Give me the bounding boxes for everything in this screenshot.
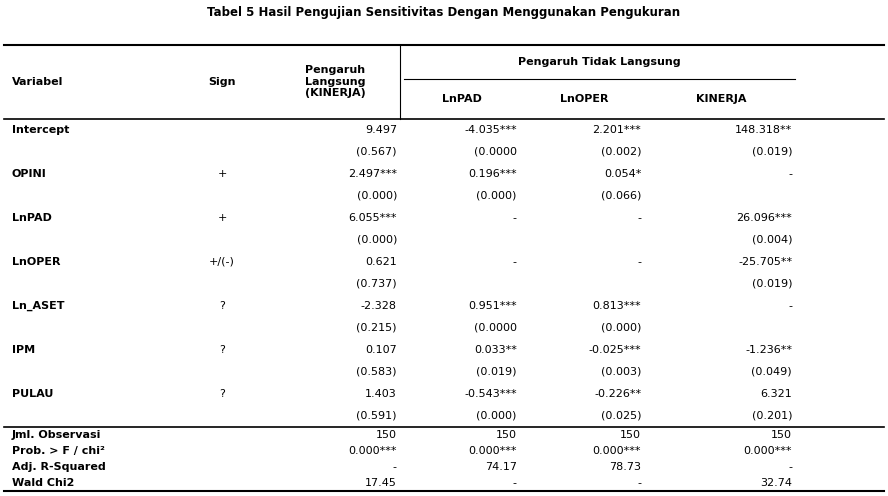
Text: 150: 150 (620, 430, 641, 439)
Text: (0.002): (0.002) (600, 147, 641, 157)
Text: -: - (512, 213, 517, 223)
Text: 0.000***: 0.000*** (348, 446, 397, 456)
Text: KINERJA: KINERJA (696, 94, 747, 104)
Text: (0.737): (0.737) (356, 279, 397, 289)
Text: 0.196***: 0.196*** (468, 169, 517, 179)
Text: -: - (637, 213, 641, 223)
Text: PULAU: PULAU (12, 388, 53, 399)
Text: 0.033**: 0.033** (474, 345, 517, 355)
Text: -: - (637, 478, 641, 488)
Text: 2.497***: 2.497*** (348, 169, 397, 179)
Text: (0.000): (0.000) (357, 235, 397, 245)
Text: 6.055***: 6.055*** (348, 213, 397, 223)
Text: (0.201): (0.201) (751, 411, 792, 421)
Text: ?: ? (219, 388, 225, 399)
Text: (0.567): (0.567) (356, 147, 397, 157)
Text: (0.215): (0.215) (356, 323, 397, 333)
Text: -2.328: -2.328 (361, 301, 397, 311)
Text: -25.705**: -25.705** (738, 257, 792, 267)
Text: 150: 150 (496, 430, 517, 439)
Text: 0.000***: 0.000*** (468, 446, 517, 456)
Text: (0.003): (0.003) (601, 367, 641, 376)
Text: -0.226**: -0.226** (594, 388, 641, 399)
Text: 0.951***: 0.951*** (468, 301, 517, 311)
Text: 0.000***: 0.000*** (743, 446, 792, 456)
Text: Tabel 5 Hasil Pengujian Sensitivitas Dengan Menggunakan Pengukuran: Tabel 5 Hasil Pengujian Sensitivitas Den… (208, 6, 680, 19)
Text: (0.000): (0.000) (601, 323, 641, 333)
Text: (0.0000: (0.0000 (474, 147, 517, 157)
Text: -: - (512, 257, 517, 267)
Text: ?: ? (219, 345, 225, 355)
Text: Variabel: Variabel (12, 77, 63, 87)
Text: (0.004): (0.004) (751, 235, 792, 245)
Text: (0.025): (0.025) (600, 411, 641, 421)
Text: (0.019): (0.019) (476, 367, 517, 376)
Text: 0.621: 0.621 (365, 257, 397, 267)
Text: -: - (788, 462, 792, 472)
Text: 9.497: 9.497 (365, 125, 397, 135)
Text: (0.066): (0.066) (601, 191, 641, 201)
Text: -: - (512, 478, 517, 488)
Text: 2.201***: 2.201*** (592, 125, 641, 135)
Text: 78.73: 78.73 (609, 462, 641, 472)
Text: -1.236**: -1.236** (745, 345, 792, 355)
Text: -: - (788, 301, 792, 311)
Text: +/(-): +/(-) (209, 257, 235, 267)
Text: 6.321: 6.321 (760, 388, 792, 399)
Text: 0.107: 0.107 (365, 345, 397, 355)
Text: 0.000***: 0.000*** (592, 446, 641, 456)
Text: +: + (218, 213, 226, 223)
Text: 148.318**: 148.318** (735, 125, 792, 135)
Text: Pengaruh Tidak Langsung: Pengaruh Tidak Langsung (518, 57, 681, 67)
Text: -4.035***: -4.035*** (464, 125, 517, 135)
Text: -0.025***: -0.025*** (589, 345, 641, 355)
Text: 150: 150 (376, 430, 397, 439)
Text: Jml. Observasi: Jml. Observasi (12, 430, 101, 439)
Text: 1.403: 1.403 (365, 388, 397, 399)
Text: LnPAD: LnPAD (12, 213, 52, 223)
Text: (0.000): (0.000) (477, 411, 517, 421)
Text: 150: 150 (771, 430, 792, 439)
Text: IPM: IPM (12, 345, 35, 355)
Text: 26.096***: 26.096*** (736, 213, 792, 223)
Text: -: - (637, 257, 641, 267)
Text: Pengaruh
Langsung
(KINERJA): Pengaruh Langsung (KINERJA) (305, 65, 366, 98)
Text: Intercept: Intercept (12, 125, 69, 135)
Text: 74.17: 74.17 (485, 462, 517, 472)
Text: 17.45: 17.45 (365, 478, 397, 488)
Text: 32.74: 32.74 (760, 478, 792, 488)
Text: (0.019): (0.019) (751, 279, 792, 289)
Text: LnOPER: LnOPER (559, 94, 608, 104)
Text: (0.583): (0.583) (356, 367, 397, 376)
Text: (0.591): (0.591) (356, 411, 397, 421)
Text: -: - (392, 462, 397, 472)
Text: (0.0000: (0.0000 (474, 323, 517, 333)
Text: Wald Chi2: Wald Chi2 (12, 478, 74, 488)
Text: Ln_ASET: Ln_ASET (12, 301, 64, 311)
Text: ?: ? (219, 301, 225, 311)
Text: (0.000): (0.000) (477, 191, 517, 201)
Text: LnPAD: LnPAD (442, 94, 481, 104)
Text: Adj. R-Squared: Adj. R-Squared (12, 462, 106, 472)
Text: (0.049): (0.049) (751, 367, 792, 376)
Text: (0.019): (0.019) (751, 147, 792, 157)
Text: LnOPER: LnOPER (12, 257, 60, 267)
Text: -0.543***: -0.543*** (464, 388, 517, 399)
Text: Prob. > F / chi²: Prob. > F / chi² (12, 446, 105, 456)
Text: OPINI: OPINI (12, 169, 46, 179)
Text: (0.000): (0.000) (357, 191, 397, 201)
Text: 0.054*: 0.054* (604, 169, 641, 179)
Text: -: - (788, 169, 792, 179)
Text: Sign: Sign (209, 77, 235, 87)
Text: 0.813***: 0.813*** (592, 301, 641, 311)
Text: +: + (218, 169, 226, 179)
